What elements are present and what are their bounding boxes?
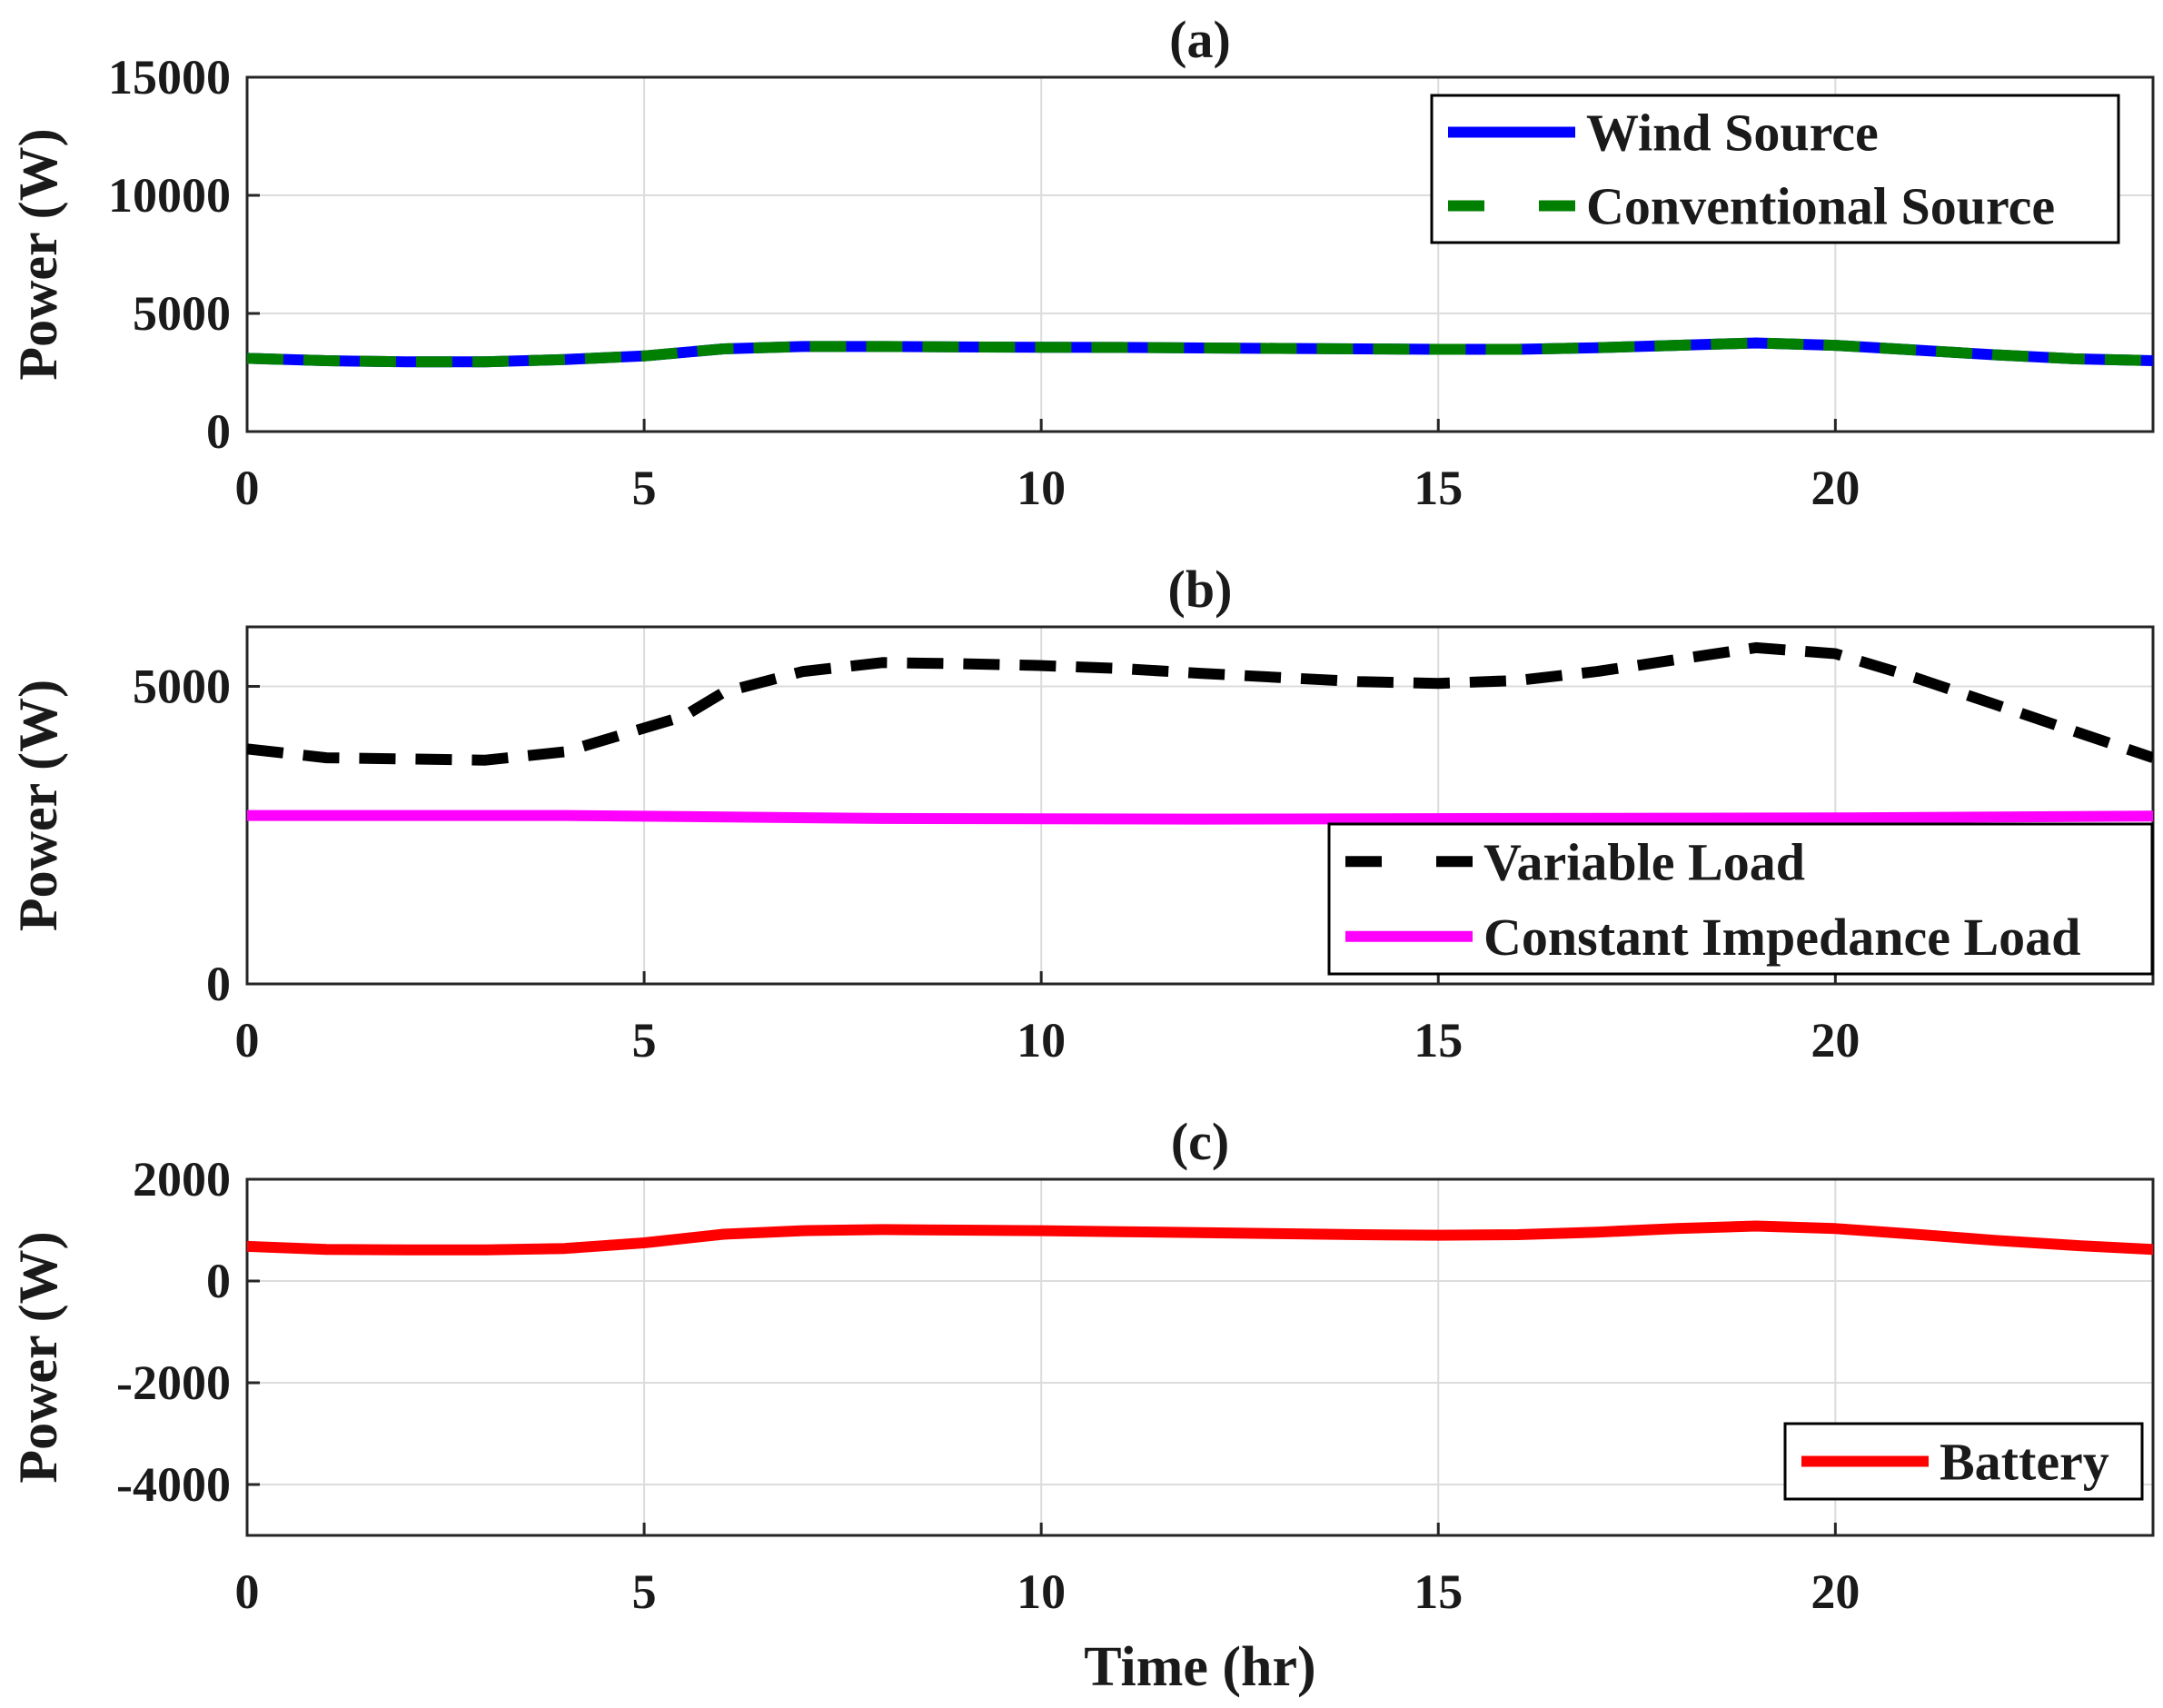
x-tick-label: 5 [632,461,657,515]
x-tick-label: 20 [1811,461,1860,515]
x-tick-label: 5 [632,1564,657,1619]
x-tick-label: 20 [1811,1013,1860,1068]
axes-box [245,1177,2155,1537]
series-line-battery [247,1220,2153,1256]
y-tick-label: 2000 [133,1152,231,1207]
panel-title: (b) [1168,560,1233,619]
y-tick-label: 5000 [133,660,231,714]
y-axis-label: Power (W) [8,680,68,931]
y-tick-label: 15000 [108,50,231,104]
x-tick-label: 15 [1414,1564,1463,1619]
legend-label: Battery [1940,1433,2109,1492]
x-tick-label: 15 [1414,461,1463,515]
y-tick-label: 0 [206,1254,231,1308]
x-tick-label: 15 [1414,1013,1463,1068]
x-tick-label: 10 [1017,1013,1066,1068]
x-tick-label: 10 [1017,1564,1066,1619]
x-tick-label: 0 [235,461,260,515]
panel-1: 0 5 10 15 20 0 5000 (b) Power (W) Variable Load Co… [8,560,2155,1068]
y-tick-label: 10000 [108,168,231,223]
series-line-conventional-source [247,337,2153,368]
legend-label: Conventional Source [1586,177,2055,236]
x-tick-label: 10 [1017,461,1066,515]
panel-0: 0 5 10 15 20 0 5000 10000 15000 (a) Power (W) Wind … [8,10,2155,515]
series-line-variable-load [247,641,2153,766]
series-line-constant-impedance-load [247,809,2153,825]
y-tick-label: 5000 [133,286,231,341]
x-axis-label: Time (hr) [1084,1636,1315,1698]
y-axis-label: Power (W) [8,128,68,380]
y-axis-label: Power (W) [8,1231,68,1483]
panel-2: 0 5 10 15 20 2000 0 -2000 -4000 (c) Power (W) Time … [8,1112,2155,1698]
legend: Variable Load Constant Impedance Load [1327,822,2154,976]
axes-box [245,75,2155,433]
x-tick-label: 5 [632,1013,657,1068]
legend-label: Wind Source [1586,104,1879,163]
legend: Battery [1783,1422,2144,1501]
panel-title: (a) [1169,10,1231,69]
y-tick-label: -2000 [116,1355,231,1410]
legend: Wind Source Conventional Source [1430,94,2120,244]
y-tick-label: 0 [206,404,231,459]
legend-label: Variable Load [1483,832,1805,891]
legend-box [1327,822,2154,976]
x-tick-label: 20 [1811,1564,1860,1619]
panel-title: (c) [1171,1112,1229,1171]
y-tick-label: -4000 [116,1457,231,1512]
legend-label: Constant Impedance Load [1483,908,2080,967]
x-tick-label: 0 [235,1013,260,1068]
axes-box [245,625,2155,986]
x-tick-label: 0 [235,1564,260,1619]
legend-box [1430,94,2120,244]
y-tick-label: 0 [206,957,231,1011]
